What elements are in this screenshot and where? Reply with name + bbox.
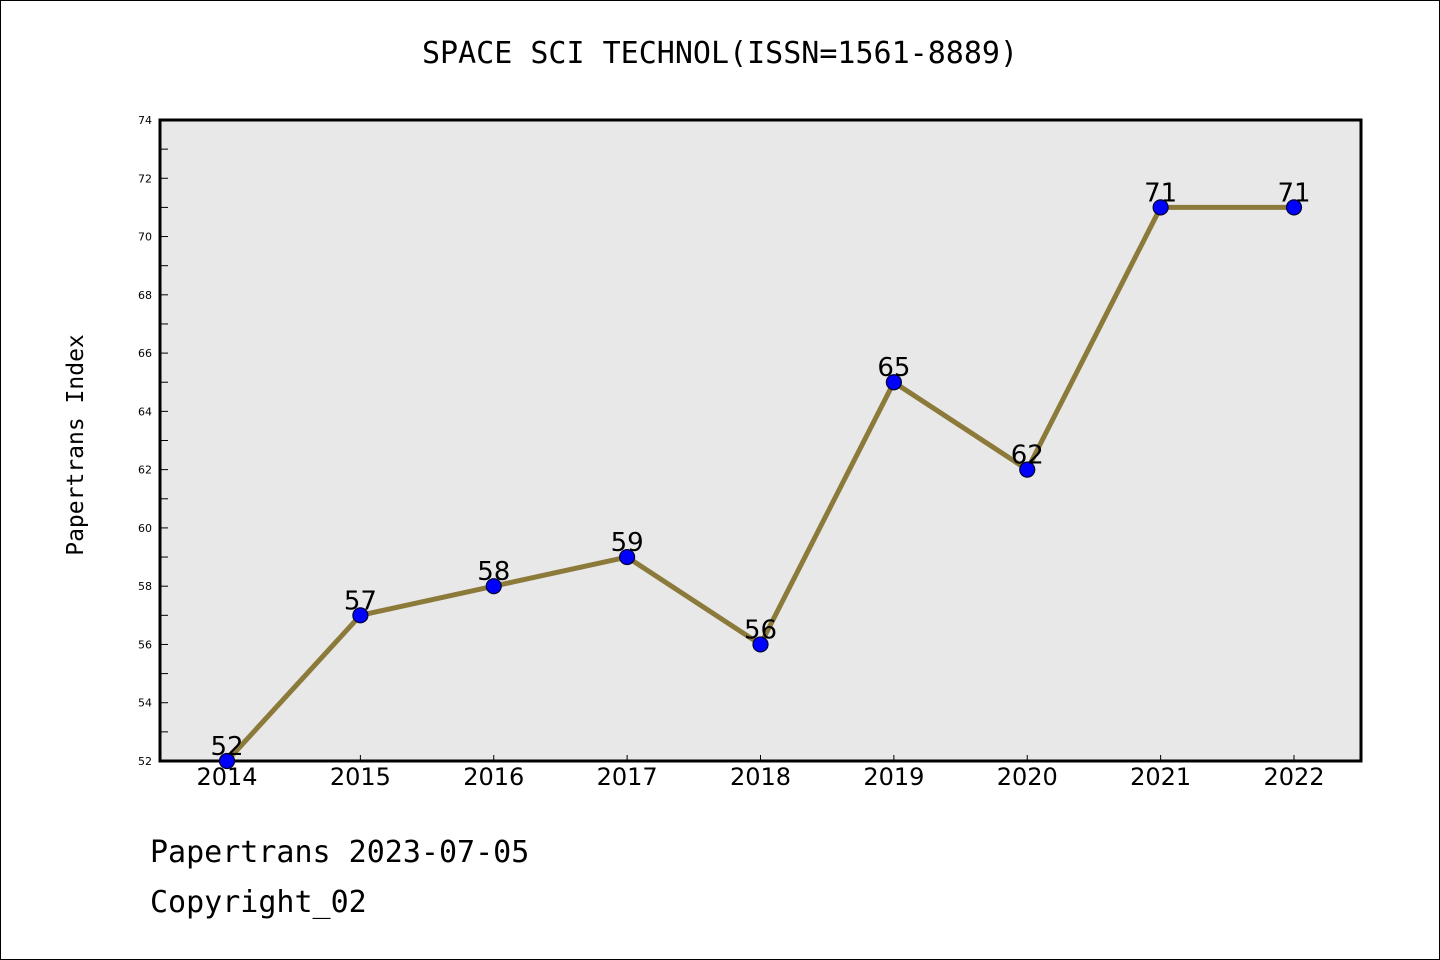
y-axis: 52 54 56 58 60 62 64 66 68 70 72 74	[138, 114, 168, 768]
y-tick-label: 56	[138, 638, 152, 651]
y-tick-label: 52	[138, 755, 152, 768]
data-label: 71	[1277, 178, 1310, 208]
data-label: 62	[1011, 441, 1044, 471]
data-point	[885, 374, 902, 391]
chart-title: SPACE SCI TECHNOL(ISSN=1561-8889)	[421, 36, 1019, 71]
data-point	[1285, 199, 1303, 216]
y-tick-label: 62	[138, 464, 152, 477]
data-label: 52	[210, 732, 243, 762]
data-point	[752, 636, 769, 653]
x-tick-label: 2020	[997, 763, 1058, 791]
footer-copyright: Copyright_02	[150, 885, 367, 920]
y-tick-label: 64	[138, 405, 152, 418]
x-tick-label: 2019	[863, 763, 924, 791]
plot-area	[158, 118, 1363, 763]
data-point	[352, 607, 369, 624]
x-tick-label: 2016	[463, 763, 524, 791]
data-label: 65	[877, 353, 910, 383]
data-point	[1152, 199, 1169, 216]
data-label: 58	[477, 557, 510, 587]
data-point	[1019, 461, 1036, 478]
y-tick-label: 58	[138, 580, 152, 593]
x-tick-label: 2021	[1130, 763, 1191, 791]
x-tick-label: 2018	[730, 763, 791, 791]
x-axis: 2014 2015 2016 2017 2018 2019 2020 2021 2022	[196, 755, 1325, 791]
data-point	[485, 578, 502, 595]
data-label: 57	[344, 586, 377, 616]
data-markers	[218, 199, 1303, 770]
data-label: 59	[611, 528, 644, 558]
data-label: 71	[1144, 178, 1177, 208]
y-tick-label: 66	[138, 347, 152, 360]
y-tick-label: 54	[138, 697, 152, 710]
data-point	[218, 752, 236, 770]
x-tick-label: 2017	[597, 763, 658, 791]
y-tick-label: 68	[138, 289, 152, 302]
y-tick-label: 70	[138, 231, 152, 244]
y-tick-label: 72	[138, 172, 152, 185]
data-labels: 52 57 58 59 56 65 62 71 71	[210, 178, 1310, 762]
data-point	[619, 548, 636, 566]
data-label: 56	[744, 615, 777, 645]
y-tick-label: 74	[138, 114, 152, 127]
y-tick-label: 60	[138, 522, 152, 535]
x-tick-label: 2015	[330, 763, 391, 791]
x-tick-label: 2022	[1263, 763, 1324, 791]
footer-date: Papertrans 2023-07-05	[150, 835, 530, 870]
